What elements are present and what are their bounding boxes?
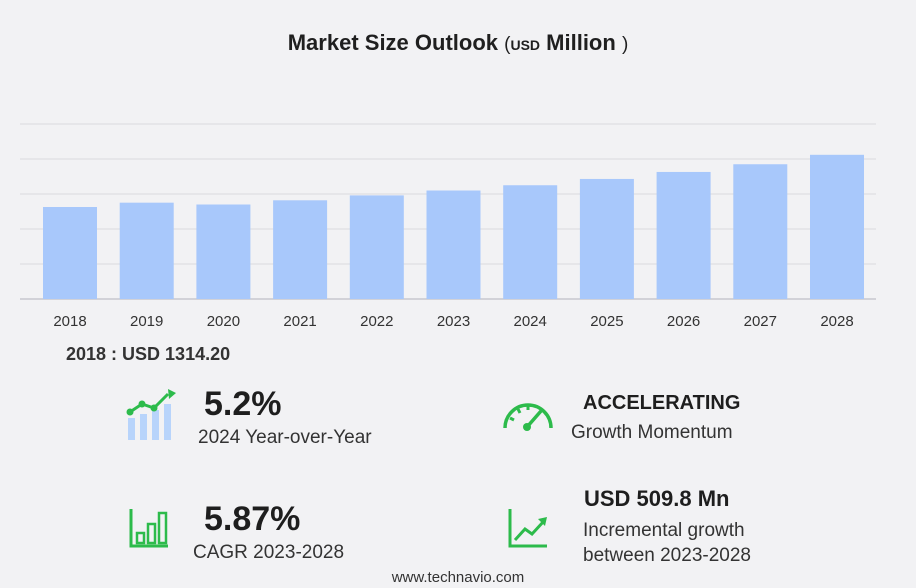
cagr-value: 5.87% — [204, 500, 301, 538]
chart-title: Market Size Outlook (USD Million ) — [0, 30, 916, 56]
bar-chart: 2018 2019 2020 2021 2022 2023 2024 2025 2026 2027… — [20, 123, 876, 330]
x-tick-label-2028: 2028 — [820, 313, 853, 330]
bar-2021 — [273, 200, 328, 299]
title-unit: Million — [546, 30, 616, 55]
yoy-value: 5.2% — [204, 385, 282, 423]
x-tick-label-2027: 2027 — [744, 313, 777, 330]
bar-2020 — [196, 204, 251, 299]
title-main: Market Size Outlook — [287, 30, 499, 55]
incremental-label-line1: Incremental growth — [583, 520, 745, 541]
x-tick-label-2022: 2022 — [360, 313, 393, 330]
footer-url: www.technavio.com — [391, 569, 525, 586]
bar-2024 — [503, 185, 558, 299]
x-tick-label-2020: 2020 — [207, 313, 240, 330]
incremental-label-line2: between 2023-2028 — [583, 545, 751, 566]
momentum-label: Growth Momentum — [571, 422, 733, 443]
x-tick-label-2021: 2021 — [283, 313, 316, 330]
x-tick-label-2024: 2024 — [514, 313, 547, 330]
x-tick-label-2025: 2025 — [590, 313, 623, 330]
x-tick-label-2019: 2019 — [130, 313, 163, 330]
x-tick-label-2018: 2018 — [53, 313, 86, 330]
title-paren-open: ( — [504, 34, 511, 55]
x-tick-label-2026: 2026 — [667, 313, 700, 330]
bar-2025 — [579, 178, 634, 299]
yoy-label: 2024 Year-over-Year — [198, 427, 372, 448]
bar-2028 — [810, 154, 864, 299]
title-currency: USD — [510, 37, 541, 53]
bar-2022 — [349, 195, 404, 299]
rising-bars-icon — [126, 389, 176, 440]
trend-up-icon — [508, 509, 547, 548]
bar-2019 — [119, 202, 174, 299]
bar-2026 — [656, 171, 711, 299]
title-paren-close: ) — [621, 34, 629, 55]
base-year-value: 2018 : USD 1314.20 — [66, 344, 231, 364]
bar-2027 — [733, 164, 788, 299]
cagr-label: CAGR 2023-2028 — [193, 542, 345, 563]
incremental-value: USD 509.8 Mn — [584, 486, 730, 511]
x-tick-label-2023: 2023 — [437, 313, 470, 330]
speedometer-icon — [503, 403, 553, 431]
bar-chart-icon — [129, 509, 168, 548]
momentum-value: ACCELERATING — [583, 392, 741, 414]
bar-2023 — [426, 190, 481, 299]
bar-2018 — [43, 207, 97, 299]
